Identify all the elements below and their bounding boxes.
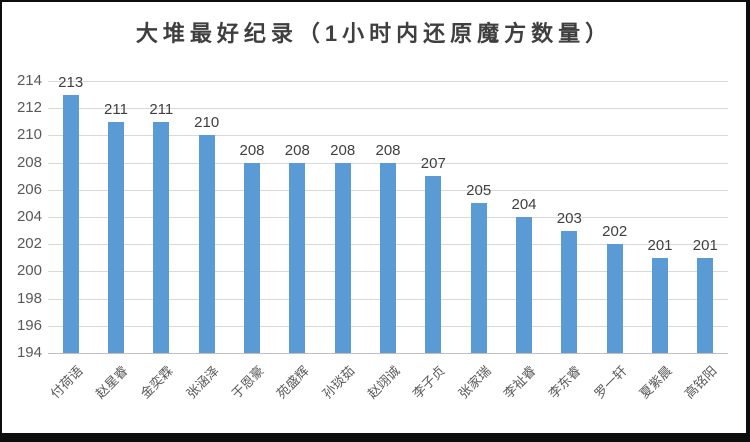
bar-value-label: 210 <box>194 114 220 132</box>
y-tick-label: 196 <box>16 316 42 334</box>
bar-value-label: 201 <box>692 236 718 254</box>
bar-赵翊诚 <box>380 162 396 353</box>
chart-title: 大堆最好纪录（1小时内还原魔方数量） <box>135 21 613 46</box>
gridline <box>48 81 728 82</box>
y-tick-label: 208 <box>16 153 42 171</box>
gridline <box>48 108 728 110</box>
bar-value-label: 203 <box>556 209 582 227</box>
x-category-label: 罗一轩 <box>591 363 630 402</box>
bar-高铭阳 <box>697 257 714 353</box>
bar-付荷语 <box>62 94 79 353</box>
x-category-label: 金奕霖 <box>137 363 177 402</box>
y-tick-label: 204 <box>16 208 42 225</box>
bar-value-label: 208 <box>330 141 356 159</box>
bar-value-label: 208 <box>284 141 310 159</box>
x-category-label: 孙琰茹 <box>319 363 358 402</box>
x-category-label: 苑盛辉 <box>273 363 313 402</box>
y-tick-label: 194 <box>16 344 42 361</box>
bar-张涵泽 <box>198 135 215 353</box>
x-category-label: 李子贞 <box>409 363 449 402</box>
x-category-label: 张家瑞 <box>455 363 494 402</box>
bar-value-label: 204 <box>511 196 537 213</box>
bar-value-label: 202 <box>602 223 628 241</box>
x-category-label: 高铭阳 <box>681 363 721 402</box>
x-category-label: 李东睿 <box>545 363 585 402</box>
x-axis-line <box>48 353 728 354</box>
x-category-label: 赵翊诚 <box>364 363 403 402</box>
bar-value-label: 208 <box>375 141 401 159</box>
gridline <box>48 135 728 137</box>
y-tick-label: 202 <box>16 235 42 253</box>
bar-李子贞 <box>425 176 442 353</box>
bar-chart: 大堆最好纪录（1小时内还原魔方数量） 213 211 211 210 208 208 208… <box>2 2 746 433</box>
plot-area: 213 211 211 210 208 208 208 208 207 205 204 203 202 2… <box>48 74 728 354</box>
x-category-label: 李祉睿 <box>500 363 539 402</box>
y-tick-label: 198 <box>16 289 42 307</box>
bar-value-label: 211 <box>149 100 174 118</box>
bar-李东睿 <box>561 230 578 353</box>
bar-李祉睿 <box>516 217 532 353</box>
x-category-label: 夏紫晨 <box>636 363 675 402</box>
x-category-label: 付荷语 <box>47 363 86 402</box>
bar-苑盛辉 <box>289 162 306 353</box>
bar-罗一轩 <box>606 244 623 353</box>
bar-value-label: 211 <box>104 100 128 118</box>
bar-孙琰茹 <box>334 162 351 353</box>
bar-value-label: 201 <box>647 236 673 254</box>
y-tick-label: 200 <box>16 262 42 280</box>
bar-value-label: 213 <box>58 73 84 91</box>
bar-赵星睿 <box>108 121 124 353</box>
x-category-label: 张涵泽 <box>183 363 222 402</box>
bar-夏紫晨 <box>652 257 668 353</box>
bar-于恩豪 <box>244 162 260 353</box>
bar-value-label: 207 <box>420 155 446 173</box>
y-tick-label: 210 <box>16 126 42 144</box>
bar-金奕霖 <box>153 121 170 353</box>
y-tick-label: 206 <box>16 180 42 198</box>
bar-value-label: 208 <box>239 141 265 159</box>
bar-张家瑞 <box>470 203 487 353</box>
x-category-label: 于恩豪 <box>228 363 267 402</box>
y-tick-label: 212 <box>16 99 42 117</box>
x-category-label: 赵星睿 <box>92 363 131 402</box>
bar-value-label: 205 <box>466 182 492 200</box>
y-tick-label: 214 <box>16 72 42 89</box>
